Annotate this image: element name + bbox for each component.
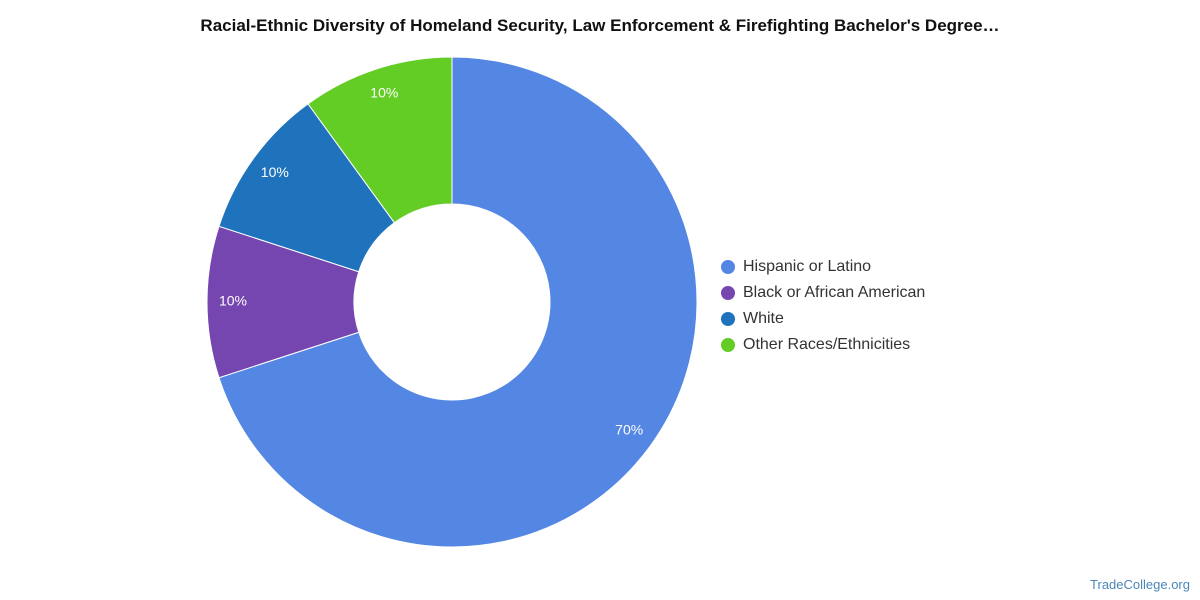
legend-swatch <box>721 338 735 352</box>
legend-item[interactable]: Other Races/Ethnicities <box>721 332 925 358</box>
legend-item[interactable]: Hispanic or Latino <box>721 254 925 280</box>
slice-label: 10% <box>261 164 289 180</box>
legend: Hispanic or Latino Black or African Ameri… <box>721 254 925 358</box>
legend-item[interactable]: Black or African American <box>721 280 925 306</box>
legend-label: Hispanic or Latino <box>743 258 872 275</box>
slice-label: 10% <box>219 293 247 309</box>
legend-label: White <box>743 310 784 327</box>
slices-group <box>206 56 698 548</box>
chart-title: Racial-Ethnic Diversity of Homeland Secu… <box>200 16 1000 35</box>
slice-label: 70% <box>615 421 643 437</box>
legend-swatch <box>721 286 735 300</box>
legend-swatch <box>721 260 735 274</box>
watermark: TradeCollege.org <box>1090 577 1190 592</box>
legend-item[interactable]: White <box>721 306 925 332</box>
slice-other-races-ethnicities[interactable] <box>307 56 453 224</box>
legend-swatch <box>721 312 735 326</box>
legend-label: Other Races/Ethnicities <box>743 336 911 353</box>
slice-label: 10% <box>370 84 398 100</box>
slice-hispanic-or-latino[interactable] <box>218 56 698 548</box>
slice-labels-group: 70% 10% 10% 10% <box>219 84 643 437</box>
legend-label: Black or African American <box>743 284 926 301</box>
